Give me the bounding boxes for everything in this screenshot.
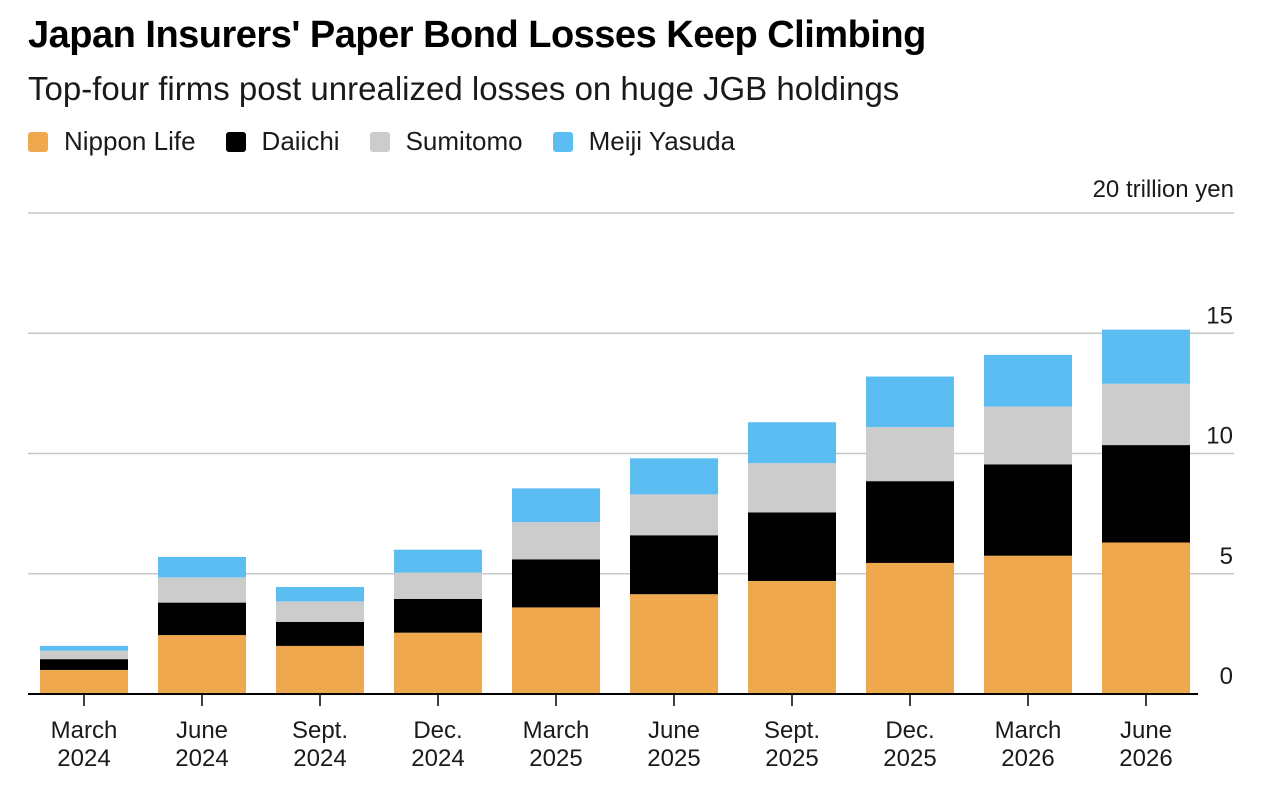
bar-segment-meiji-yasuda: [40, 645, 128, 651]
bar-segment-nippon-life: [276, 645, 364, 694]
bar-segment-meiji-yasuda: [630, 458, 718, 495]
bar-segment-daiichi: [630, 535, 718, 595]
legend-swatch-daiichi: [225, 131, 246, 152]
x-tick-label-year: 2025: [647, 745, 700, 772]
legend-swatch-meiji-yasuda: [552, 131, 573, 152]
bar-segment-nippon-life: [1102, 542, 1190, 694]
x-tick-label-year: 2025: [883, 745, 936, 772]
bar-segment-meiji-yasuda: [1102, 329, 1190, 384]
legend-item-daiichi: Daiichi: [225, 126, 340, 157]
legend-label-sumitomo: Sumitomo: [405, 126, 523, 156]
bar-segment-daiichi: [1102, 445, 1190, 543]
x-tick-label: June: [1120, 717, 1172, 744]
x-tick-label: March: [523, 717, 590, 744]
bar-segment-sumitomo: [984, 406, 1072, 465]
x-tick-label: Dec.: [413, 717, 462, 744]
bar-segment-meiji-yasuda: [866, 376, 954, 428]
bar-segment-daiichi: [748, 512, 836, 581]
bar-segment-nippon-life: [40, 669, 128, 694]
bar-segment-nippon-life: [866, 562, 954, 694]
bar-segment-sumitomo: [630, 494, 718, 536]
x-tick-label: Dec.: [885, 717, 934, 744]
legend-label-meiji-yasuda: Meiji Yasuda: [588, 126, 736, 156]
bar-segment-sumitomo: [866, 427, 954, 482]
legend-label-daiichi: Daiichi: [261, 126, 340, 156]
x-tick-label: March: [995, 717, 1062, 744]
legend-label-nippon-life: Nippon Life: [64, 126, 196, 156]
bar-segment-nippon-life: [158, 635, 246, 694]
x-tick-label-year: 2025: [529, 745, 582, 772]
x-tick-label-year: 2024: [175, 745, 228, 772]
bar-segment-sumitomo: [40, 650, 128, 660]
legend-item-meiji-yasuda: Meiji Yasuda: [552, 126, 736, 157]
y-tick-label: 5: [1220, 543, 1233, 570]
y-tick-label: 15: [1206, 302, 1233, 329]
bar-segment-meiji-yasuda: [748, 422, 836, 464]
bar-segment-sumitomo: [512, 522, 600, 560]
x-tick-label-year: 2026: [1119, 745, 1172, 772]
bar-segment-nippon-life: [394, 632, 482, 694]
bar-segment-sumitomo: [394, 572, 482, 600]
y-axis-unit-label: 20 trillion yen: [1092, 176, 1234, 203]
bar-segment-sumitomo: [748, 463, 836, 513]
x-tick-label-year: 2024: [57, 745, 110, 772]
bar-segment-nippon-life: [512, 607, 600, 694]
bar-segment-nippon-life: [748, 580, 836, 694]
bar-segment-daiichi: [512, 559, 600, 608]
x-tick-label-year: 2024: [411, 745, 464, 772]
bar-segment-sumitomo: [276, 601, 364, 622]
x-tick-label-year: 2026: [1001, 745, 1054, 772]
bar-segment-meiji-yasuda: [158, 556, 246, 578]
bar-segment-meiji-yasuda: [276, 586, 364, 602]
bar-segment-sumitomo: [158, 577, 246, 603]
y-tick-label: 10: [1206, 423, 1233, 450]
x-tick-label: March: [51, 717, 118, 744]
legend-item-nippon-life: Nippon Life: [28, 126, 196, 157]
bar-segment-meiji-yasuda: [512, 488, 600, 523]
chart-title: Japan Insurers' Paper Bond Losses Keep C…: [28, 14, 926, 56]
bar-segment-daiichi: [984, 464, 1072, 556]
x-tick-label-year: 2024: [293, 745, 346, 772]
bar-segment-daiichi: [394, 599, 482, 633]
x-tick-label: June: [176, 717, 228, 744]
x-tick-label: Sept.: [764, 717, 820, 744]
bar-segment-daiichi: [40, 659, 128, 670]
bar-segment-nippon-life: [984, 555, 1072, 694]
legend: Nippon Life Daiichi Sumitomo Meiji Yasud…: [28, 126, 765, 157]
bar-segment-daiichi: [276, 621, 364, 646]
bar-segment-meiji-yasuda: [984, 354, 1072, 407]
bar-segment-daiichi: [866, 481, 954, 563]
legend-item-sumitomo: Sumitomo: [369, 126, 523, 157]
bar-segment-daiichi: [158, 602, 246, 636]
y-tick-label: 0: [1220, 663, 1233, 690]
x-tick-label-year: 2025: [765, 745, 818, 772]
legend-swatch-nippon-life: [28, 131, 48, 152]
bar-segment-meiji-yasuda: [394, 549, 482, 573]
legend-swatch-sumitomo: [369, 131, 390, 152]
bar-segment-nippon-life: [630, 594, 718, 694]
x-tick-label: Sept.: [292, 717, 348, 744]
x-tick-label: June: [648, 717, 700, 744]
bar-segment-sumitomo: [1102, 383, 1190, 446]
chart-subtitle: Top-four firms post unrealized losses on…: [28, 70, 900, 107]
